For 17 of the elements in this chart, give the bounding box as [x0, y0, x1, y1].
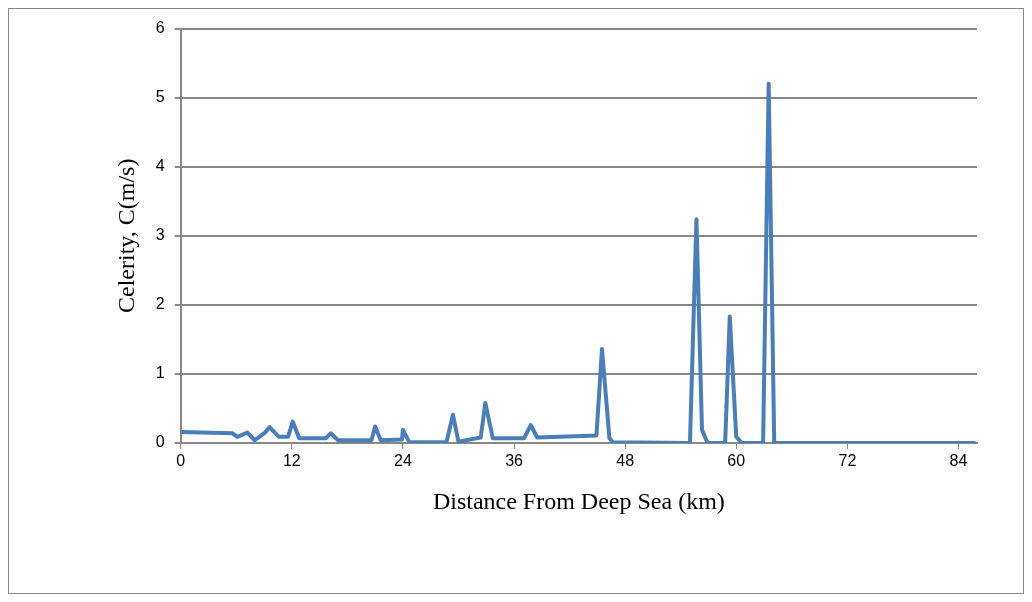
x-tick-label: 24 [394, 452, 412, 470]
x-tick-label: 84 [949, 452, 968, 470]
x-tick-label: 60 [727, 452, 746, 470]
y-tick-label: 3 [155, 226, 165, 244]
y-axis-title: Celerity, C(m/s) [112, 158, 139, 314]
x-tick-label: 12 [282, 452, 301, 470]
y-tick-label: 0 [155, 433, 165, 451]
y-tick-label: 2 [155, 295, 165, 313]
y-tick-label: 6 [155, 19, 165, 37]
y-tick-label: 1 [155, 364, 165, 382]
x-tick-label: 48 [616, 452, 635, 470]
y-tick-label: 5 [155, 88, 165, 106]
y-tick-label: 4 [155, 157, 165, 175]
x-tick-label: 36 [505, 452, 524, 470]
x-tick-label: 72 [838, 452, 857, 470]
x-axis-title: Distance From Deep Sea (km) [432, 487, 725, 514]
x-tick-label: 0 [176, 452, 186, 470]
